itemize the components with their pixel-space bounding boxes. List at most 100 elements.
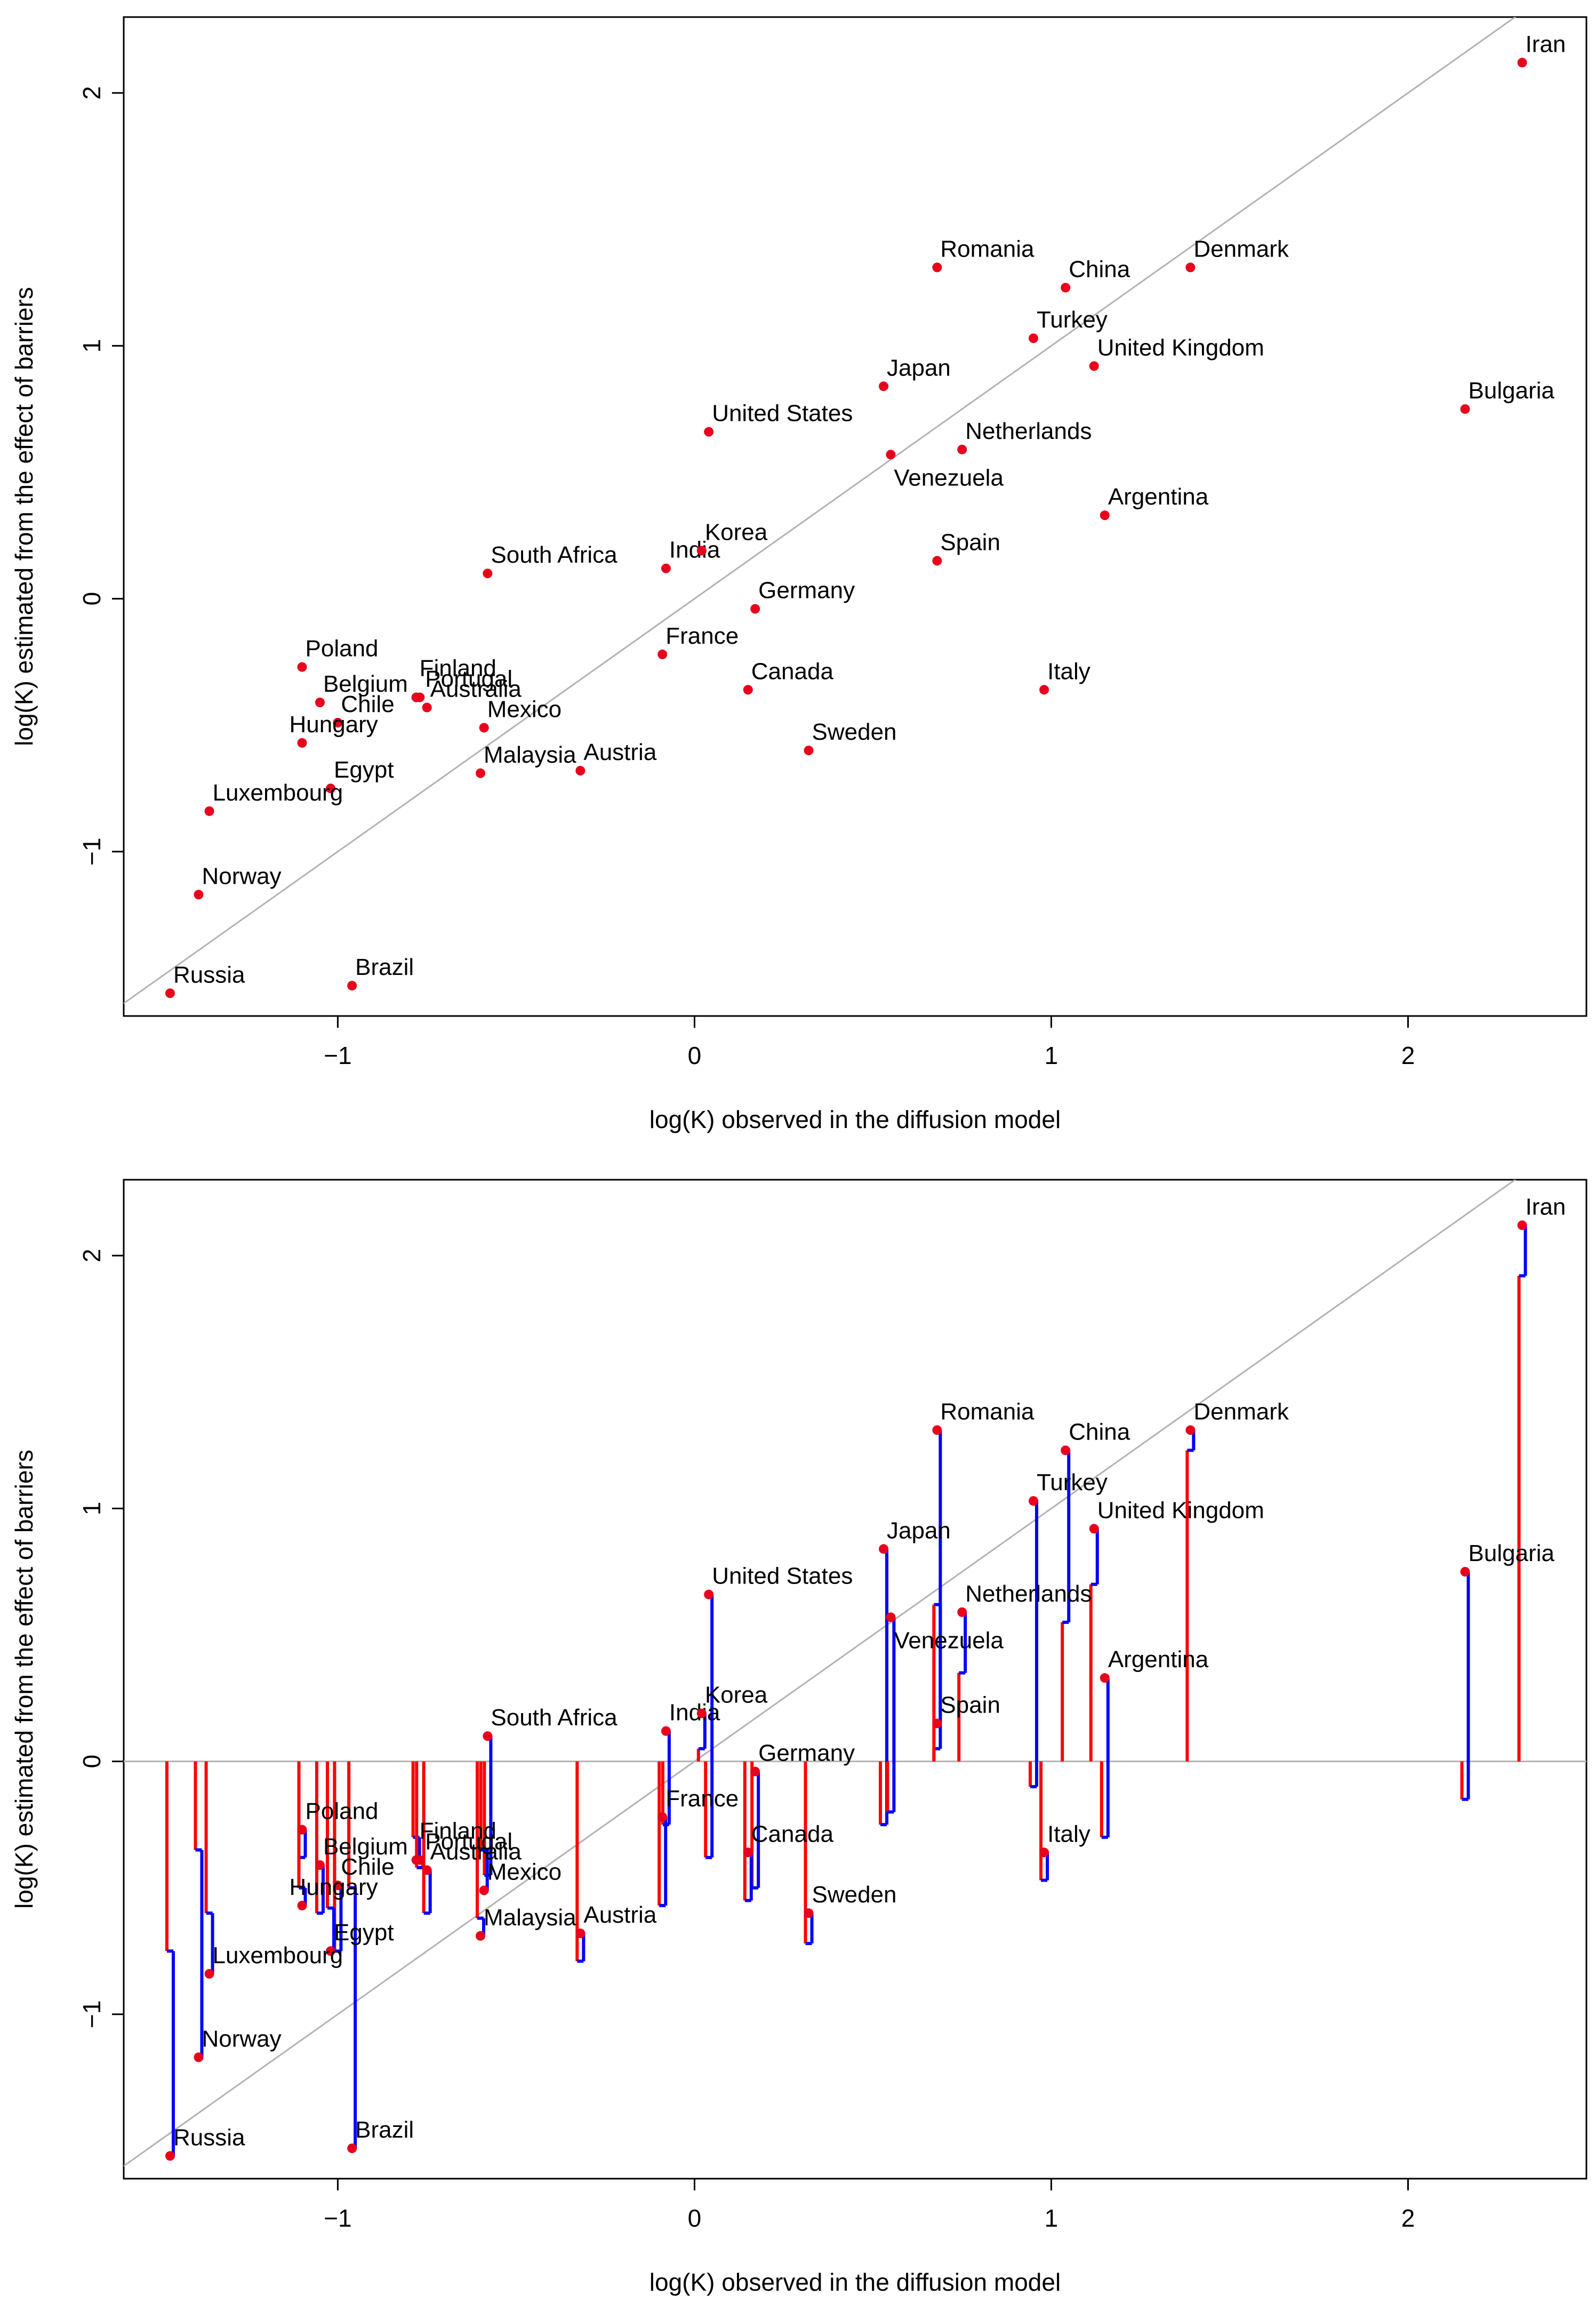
label-germany: Germany [758, 578, 855, 604]
label-iran: Iran [1526, 31, 1566, 57]
y-axis-title: log(K) estimated from the effect of barr… [10, 1450, 38, 1909]
identity-line [124, 1180, 1517, 2167]
label-france: France [665, 1786, 739, 1812]
label-egypt: Egypt [334, 757, 394, 783]
label-portugal: Portugal [425, 666, 512, 692]
label-poland: Poland [306, 1798, 379, 1825]
label-finland: Finland [420, 1818, 496, 1844]
point-australia [422, 702, 432, 713]
point-luxembourg [204, 1969, 214, 1979]
x-tick-label: 0 [688, 1042, 702, 1069]
label-belgium: Belgium [323, 1834, 408, 1860]
point-denmark [1185, 1425, 1196, 1435]
point-austria [575, 1929, 586, 1939]
label-bulgaria: Bulgaria [1469, 1540, 1555, 1566]
point-russia [165, 988, 175, 998]
identity-line [124, 17, 1517, 1004]
point-bulgaria [1460, 404, 1470, 414]
label-australia: Australia [430, 676, 522, 702]
point-italy [1039, 1847, 1049, 1858]
y-tick-label: 0 [78, 592, 106, 606]
label-korea: Korea [705, 1682, 768, 1708]
label-venezuela: Venezuela [894, 465, 1004, 491]
label-russia: Russia [173, 2124, 245, 2150]
y-axis-title: log(K) estimated from the effect of barr… [10, 287, 38, 746]
point-hungary [297, 1900, 307, 1910]
label-australia: Australia [430, 1839, 522, 1865]
point-argentina [1100, 510, 1110, 521]
label-korea: Korea [705, 519, 768, 546]
label-canada: Canada [751, 658, 834, 684]
label-germany: Germany [758, 1740, 855, 1766]
point-russia [165, 2151, 175, 2161]
label-turkey: Turkey [1037, 1469, 1108, 1495]
x-tick-label: 0 [688, 2204, 702, 2232]
y-tick-label: 2 [78, 86, 106, 100]
label-netherlands: Netherlands [965, 1581, 1092, 1607]
point-france [657, 1812, 668, 1822]
point-japan [879, 1544, 889, 1554]
point-venezuela [886, 450, 896, 460]
point-netherlands [957, 1607, 967, 1617]
y-tick-label: −1 [78, 2001, 106, 2028]
y-tick-label: 1 [78, 1502, 106, 1516]
label-chile: Chile [341, 691, 394, 717]
y-tick-label: 0 [78, 1755, 106, 1769]
point-united-states [704, 1589, 714, 1599]
point-mexico [479, 723, 489, 733]
point-malaysia [476, 1931, 486, 1941]
point-denmark [1185, 262, 1196, 273]
label-brazil: Brazil [355, 954, 414, 980]
x-tick-label: 1 [1045, 2204, 1058, 2232]
label-italy: Italy [1047, 1821, 1090, 1847]
point-brazil [347, 981, 357, 991]
label-united-kingdom: United Kingdom [1097, 1497, 1264, 1523]
point-chile [333, 1880, 343, 1890]
point-iran [1517, 58, 1527, 68]
y-tick-label: 2 [78, 1249, 106, 1262]
label-mexico: Mexico [487, 1859, 562, 1885]
point-norway [194, 890, 204, 900]
plot-area [124, 17, 1517, 1004]
point-france [657, 649, 668, 659]
point-china [1061, 1445, 1071, 1455]
point-romania [932, 1425, 942, 1435]
label-china: China [1069, 1419, 1130, 1445]
label-argentina: Argentina [1108, 1646, 1209, 1673]
point-sweden [804, 746, 814, 756]
point-south-africa [483, 569, 493, 579]
y-tick-label: −1 [78, 838, 106, 866]
point-argentina [1100, 1673, 1110, 1683]
label-mexico: Mexico [487, 696, 562, 722]
label-portugal: Portugal [425, 1829, 512, 1855]
label-spain: Spain [940, 529, 1000, 555]
point-germany [750, 604, 760, 614]
label-malaysia: Malaysia [484, 742, 576, 768]
label-brazil: Brazil [355, 2117, 414, 2143]
point-italy [1039, 685, 1049, 695]
point-korea [696, 546, 707, 556]
label-south-africa: South Africa [491, 542, 617, 568]
point-austria [575, 766, 586, 776]
point-brazil [347, 2143, 357, 2154]
label-norway: Norway [202, 863, 281, 889]
point-turkey [1029, 333, 1039, 343]
point-norway [194, 2052, 204, 2062]
label-hungary: Hungary [290, 711, 378, 738]
point-japan [879, 381, 889, 391]
label-egypt: Egypt [334, 1919, 394, 1946]
point-sweden [804, 1908, 814, 1918]
point-venezuela [886, 1612, 896, 1622]
point-hungary [297, 738, 307, 748]
label-canada: Canada [751, 1821, 834, 1847]
point-canada [743, 1847, 753, 1858]
point-turkey [1029, 1496, 1039, 1506]
label-turkey: Turkey [1037, 307, 1108, 333]
label-netherlands: Netherlands [965, 418, 1092, 444]
point-korea [696, 1708, 707, 1718]
point-mexico [479, 1885, 489, 1895]
plot-frame [123, 1179, 1587, 2180]
point-poland [297, 662, 307, 672]
